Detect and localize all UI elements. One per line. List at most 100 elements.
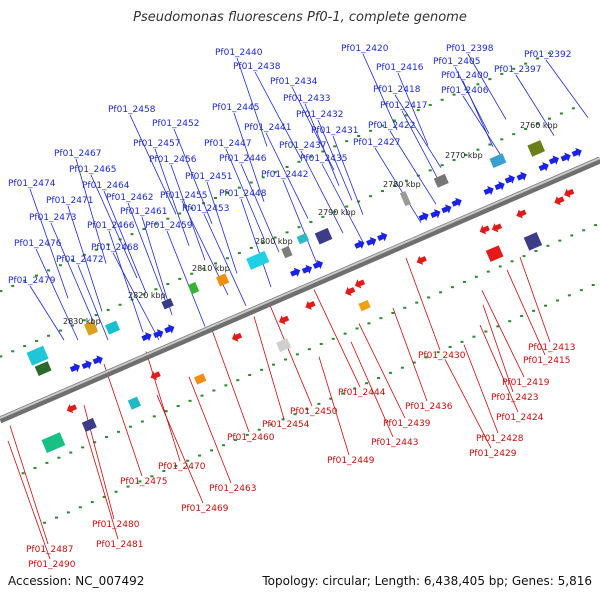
forward-gene-arrow — [516, 171, 527, 181]
forward-leader-line — [103, 190, 147, 293]
forward-gene-label: Pf01_2459 — [145, 221, 193, 231]
reverse-gene-arrow — [231, 332, 243, 342]
forward-gene-arrow-shape — [494, 181, 505, 191]
track-dot — [138, 480, 142, 483]
feature-block — [194, 373, 207, 385]
forward-gene-label: Pf01_2471 — [46, 196, 93, 206]
track-dot — [415, 301, 419, 304]
forward-gene-label: Pf01_2479 — [8, 276, 56, 286]
track-dot — [58, 329, 62, 332]
forward-gene-arrow — [538, 162, 549, 172]
track-dot — [510, 260, 514, 263]
forward-gene-label: Pf01_2452 — [152, 119, 199, 129]
track-dot — [94, 314, 98, 317]
track-dot — [186, 459, 190, 462]
track-dot — [460, 340, 464, 343]
reverse-leader-line — [103, 363, 143, 477]
track-dot — [142, 293, 146, 296]
feature-block — [358, 299, 371, 312]
forward-leader-line — [321, 163, 365, 245]
forward-gene-label: Pf01_2458 — [108, 105, 156, 115]
forward-gene-arrow — [483, 186, 494, 196]
forward-gene-label: Pf01_2445 — [212, 103, 259, 113]
reverse-gene-arrow-shape — [354, 279, 366, 289]
feature-blocks — [26, 140, 546, 454]
track-dot — [11, 350, 15, 353]
reverse-gene-arrow-shape — [479, 225, 490, 235]
track-dot — [341, 392, 345, 395]
reverse-gene-label: Pf01_2413 — [528, 343, 575, 353]
track-dot — [464, 153, 468, 156]
forward-gene-label: Pf01_2448 — [219, 189, 267, 199]
track-dot — [114, 490, 118, 493]
track-dot — [392, 184, 396, 187]
track-dot — [343, 332, 347, 335]
kbp-mark-label: 2790 kbp — [318, 208, 356, 217]
track-dot — [512, 67, 516, 70]
forward-gene-arrow-shape — [430, 209, 441, 219]
forward-gene-label: Pf01_2398 — [446, 44, 494, 54]
track-dot — [273, 236, 277, 239]
forward-gene-arrow-shape — [312, 259, 324, 270]
forward-gene-label: Pf01_2400 — [441, 71, 489, 81]
track-dot — [582, 229, 586, 232]
track-dot — [66, 511, 70, 514]
forward-gene-label: Pf01_2451 — [185, 172, 232, 182]
feature-block — [105, 320, 121, 335]
forward-gene-arrow — [571, 147, 582, 158]
track-dot — [524, 62, 528, 65]
feature-block — [314, 227, 333, 245]
forward-gene-label: Pf01_2440 — [215, 48, 263, 58]
forward-gene-label: Pf01_2466 — [87, 221, 135, 231]
forward-leader-line — [374, 147, 422, 223]
forward-leader-line — [467, 53, 507, 120]
track-dot — [174, 464, 178, 467]
track-dot — [190, 207, 194, 210]
reverse-leader-line — [7, 440, 51, 560]
track-dot — [142, 228, 146, 231]
genome-stats-text: Topology: circular; Length: 6,438,405 bp… — [262, 574, 592, 588]
track-dot — [166, 217, 170, 220]
feature-block — [216, 273, 230, 287]
forward-gene-label: Pf01_2455 — [160, 191, 207, 201]
forward-leader-line — [112, 252, 160, 341]
reverse-leader-line — [463, 344, 499, 434]
track-dot — [164, 410, 168, 413]
track-dot — [225, 191, 229, 194]
forward-leader-line — [389, 130, 437, 205]
forward-gene-label: Pf01_2420 — [341, 44, 389, 54]
track-dot — [237, 252, 241, 255]
track-dot — [391, 311, 395, 314]
forward-gene-arrow-shape — [153, 329, 164, 339]
track-dot — [570, 234, 574, 237]
track-dot — [424, 356, 428, 359]
forward-gene-arrow-shape — [560, 152, 571, 162]
reverse-leader-line — [318, 356, 350, 456]
forward-gene-label: Pf01_2416 — [376, 63, 424, 73]
track-dot — [70, 324, 74, 327]
forward-gene-arrow — [494, 181, 505, 191]
track-dot — [488, 78, 492, 81]
feature-block — [84, 320, 98, 336]
track-dot — [249, 181, 253, 184]
track-dot — [281, 418, 285, 421]
track-dot — [297, 160, 301, 163]
forward-leader-line — [225, 148, 265, 239]
track-dot — [128, 425, 132, 428]
track-dot — [450, 286, 454, 289]
reverse-gene-arrow-shape — [345, 286, 356, 296]
forward-leader-line — [265, 132, 309, 219]
track-dot — [536, 122, 540, 125]
track-dot — [369, 195, 373, 198]
track-dot — [427, 296, 431, 299]
reverse-leader-line — [313, 289, 361, 388]
track-dot — [488, 143, 492, 146]
track-dot — [261, 176, 265, 179]
forward-gene-label: Pf01_2453 — [182, 204, 229, 214]
forward-gene-label: Pf01_2427 — [353, 138, 400, 148]
reverse-gene-label: Pf01_2463 — [209, 484, 256, 494]
forward-gene-arrow — [548, 155, 559, 165]
track-dot — [317, 402, 321, 405]
forward-leader-line — [166, 230, 206, 327]
reverse-gene-label: Pf01_2469 — [181, 504, 229, 514]
